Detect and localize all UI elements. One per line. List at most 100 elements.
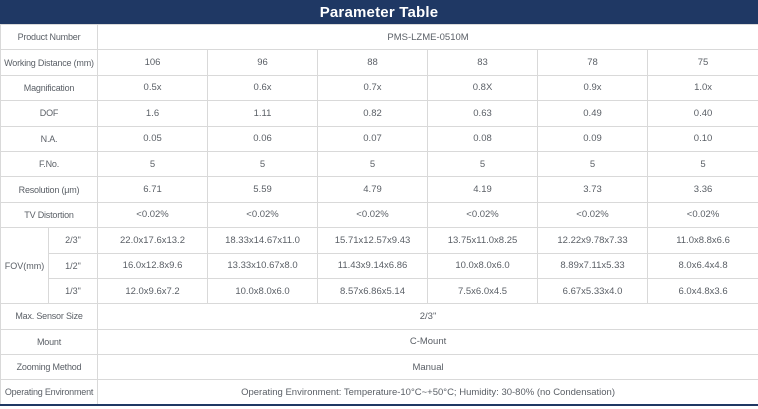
cell-value: 6.0x4.8x3.6: [647, 277, 758, 305]
row-label-mount: Mount: [0, 328, 99, 356]
cell-value: 0.5x: [97, 74, 209, 102]
cell-value: 8.89x7.11x5.33: [537, 252, 649, 279]
cell-value: 106: [97, 49, 209, 76]
cell-value: 0.49: [537, 100, 649, 127]
row-label-zooming-method: Zooming Method: [0, 354, 99, 381]
cell-value: 1.0x: [647, 74, 758, 102]
cell-value: 5: [207, 150, 319, 178]
cell-value: 5: [317, 150, 429, 178]
cell-value: 6.71: [97, 176, 209, 203]
row-label-resolution: Resolution (μm): [0, 176, 99, 203]
cell-value: 4.19: [427, 176, 539, 203]
cell-value: 3.73: [537, 176, 649, 203]
cell-value: 1.11: [207, 100, 319, 127]
row-fov-13: 1/3" 12.0x9.6x7.2 10.0x8.0x6.0 8.57x6.86…: [1, 277, 758, 305]
cell-value: 0.7x: [317, 74, 429, 102]
table-title-bar: Parameter Table: [0, 0, 758, 24]
fov-sub-label-12: 1/2": [47, 252, 99, 279]
cell-value: 0.06: [207, 125, 319, 152]
cell-value: 11.43x9.14x6.86: [317, 252, 429, 279]
cell-value: 0.82: [317, 100, 429, 127]
cell-value: 0.63: [427, 100, 539, 127]
cell-value: <0.02%: [317, 201, 429, 229]
row-dof: DOF 1.6 1.11 0.82 0.63 0.49 0.40: [0, 100, 758, 127]
row-tv-distortion: TV Distortion <0.02% <0.02% <0.02% <0.02…: [0, 201, 758, 229]
row-label-magnification: Magnification: [0, 74, 99, 102]
cell-value: 12.22x9.78x7.33: [537, 227, 649, 254]
product-number-value: PMS-LZME-0510M: [97, 23, 758, 51]
cell-value: 4.79: [317, 176, 429, 203]
cell-value: 10.0x8.0x6.0: [207, 277, 319, 305]
fov-sub-label-13: 1/3": [47, 277, 99, 305]
max-sensor-size-value: 2/3": [97, 303, 758, 330]
cell-value: 5: [537, 150, 649, 178]
row-label-fno: F.No.: [0, 150, 99, 178]
cell-value: 0.10: [647, 125, 758, 152]
cell-value: 83: [427, 49, 539, 76]
operating-environment-value: Operating Environment: Temperature-10°C~…: [97, 379, 758, 406]
cell-value: 7.5x6.0x4.5: [427, 277, 539, 305]
cell-value: 15.71x12.57x9.43: [317, 227, 429, 254]
cell-value: 5: [427, 150, 539, 178]
cell-value: 5: [97, 150, 209, 178]
cell-value: <0.02%: [537, 201, 649, 229]
row-resolution: Resolution (μm) 6.71 5.59 4.79 4.19 3.73…: [0, 176, 758, 203]
row-fno: F.No. 5 5 5 5 5 5: [0, 150, 758, 178]
cell-value: 3.36: [647, 176, 758, 203]
row-fov-23: FOV(mm) 2/3" 22.0x17.6x13.2 18.33x14.67x…: [0, 227, 758, 305]
table-title: Parameter Table: [319, 3, 439, 21]
row-label-product-number: Product Number: [0, 23, 99, 51]
cell-value: 0.08: [427, 125, 539, 152]
cell-value: 22.0x17.6x13.2: [97, 227, 209, 254]
cell-value: 88: [317, 49, 429, 76]
zooming-method-value: Manual: [97, 354, 758, 381]
cell-value: 0.07: [317, 125, 429, 152]
row-label-tv-distortion: TV Distortion: [0, 201, 99, 229]
cell-value: 8.57x6.86x5.14: [317, 277, 429, 305]
cell-value: 13.33x10.67x8.0: [207, 252, 319, 279]
cell-value: 16.0x12.8x9.6: [97, 252, 209, 279]
cell-value: 11.0x8.8x6.6: [647, 227, 758, 254]
row-zooming-method: Zooming Method Manual: [0, 354, 758, 381]
cell-value: 13.75x11.0x8.25: [427, 227, 539, 254]
row-product-number: Product Number PMS-LZME-0510M: [0, 23, 758, 51]
parameter-table: Product Number PMS-LZME-0510M Working Di…: [0, 23, 758, 407]
row-label-na: N.A.: [0, 125, 99, 152]
cell-value: <0.02%: [207, 201, 319, 229]
fov-sub-label-23: 2/3": [47, 227, 99, 254]
row-label-working-distance: Working Distance (mm): [0, 49, 99, 76]
cell-value: 0.40: [647, 100, 758, 127]
cell-value: 0.6x: [207, 74, 319, 102]
row-fov-12: 1/2" 16.0x12.8x9.6 13.33x10.67x8.0 11.43…: [1, 252, 758, 279]
cell-value: 8.0x6.4x4.8: [647, 252, 758, 279]
cell-value: 75: [647, 49, 758, 76]
row-operating-environment: Operating Environment Operating Environm…: [0, 379, 758, 406]
cell-value: 12.0x9.6x7.2: [97, 277, 209, 305]
cell-value: 6.67x5.33x4.0: [537, 277, 649, 305]
mount-value: C-Mount: [97, 328, 758, 356]
cell-value: 78: [537, 49, 649, 76]
row-working-distance: Working Distance (mm) 106 96 88 83 78 75: [0, 49, 758, 76]
row-magnification: Magnification 0.5x 0.6x 0.7x 0.8X 0.9x 1…: [0, 74, 758, 102]
row-label-max-sensor-size: Max. Sensor Size: [0, 303, 99, 330]
cell-value: 96: [207, 49, 319, 76]
cell-value: 0.05: [97, 125, 209, 152]
row-label-operating-environment: Operating Environment: [0, 379, 99, 406]
cell-value: 5: [647, 150, 758, 178]
cell-value: <0.02%: [647, 201, 758, 229]
cell-value: 1.6: [97, 100, 209, 127]
cell-value: 0.09: [537, 125, 649, 152]
row-mount: Mount C-Mount: [0, 328, 758, 356]
cell-value: <0.02%: [427, 201, 539, 229]
cell-value: 18.33x14.67x11.0: [207, 227, 319, 254]
cell-value: 0.9x: [537, 74, 649, 102]
row-max-sensor-size: Max. Sensor Size 2/3": [0, 303, 758, 330]
cell-value: 5.59: [207, 176, 319, 203]
cell-value: 0.8X: [427, 74, 539, 102]
cell-value: 10.0x8.0x6.0: [427, 252, 539, 279]
cell-value: <0.02%: [97, 201, 209, 229]
row-label-dof: DOF: [0, 100, 99, 127]
row-label-fov: FOV(mm): [0, 227, 49, 305]
row-na: N.A. 0.05 0.06 0.07 0.08 0.09 0.10: [0, 125, 758, 152]
